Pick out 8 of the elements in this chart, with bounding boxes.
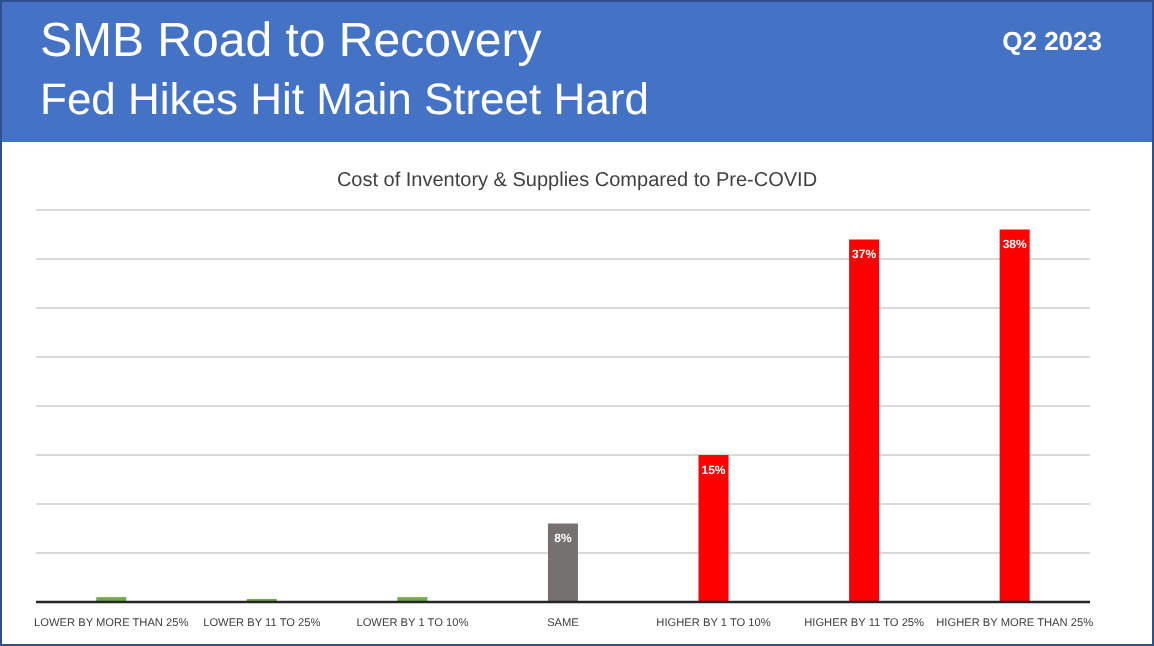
chart-subtitle: Fed Hikes Hit Main Street Hard bbox=[40, 74, 649, 126]
bar bbox=[547, 523, 578, 602]
bar bbox=[999, 229, 1030, 602]
bar bbox=[698, 455, 729, 602]
text: Q2 2023 bbox=[1002, 26, 1102, 56]
chart-title: SMB Road to Recovery bbox=[40, 14, 542, 70]
text: Cost of Inventory & Supplies Compared to Pre-COVID bbox=[334, 170, 820, 196]
bar bbox=[849, 239, 880, 602]
